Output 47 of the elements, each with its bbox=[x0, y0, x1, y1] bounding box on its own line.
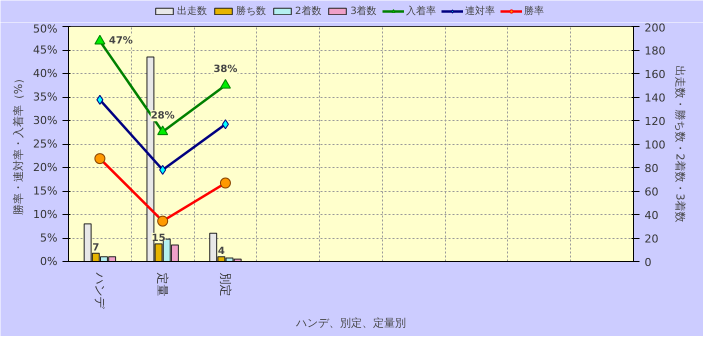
y-tick-label: 0% bbox=[40, 255, 58, 268]
y-tick-label: 15% bbox=[33, 184, 58, 198]
legend-label: 出走数 bbox=[177, 4, 207, 18]
y-tick-label: 5% bbox=[40, 232, 58, 244]
legend-label: 勝率 bbox=[524, 4, 544, 18]
point bbox=[220, 78, 231, 89]
point bbox=[222, 119, 229, 130]
y2-tick-label: 80 bbox=[644, 162, 658, 175]
y-tick-label: 10% bbox=[33, 208, 58, 221]
y2-tick-label: 20 bbox=[644, 232, 658, 246]
legend-label: 2着数 bbox=[295, 4, 322, 18]
point bbox=[159, 164, 166, 175]
legend-label: 3着数 bbox=[350, 4, 377, 18]
legend-label: 勝ち数 bbox=[236, 4, 266, 18]
data-label: 28% bbox=[150, 110, 175, 122]
y-tick-label: 45% bbox=[33, 44, 58, 56]
y-tick-label: 50% bbox=[33, 22, 58, 36]
y-axis-title: 勝率・連対率・入着率（%） bbox=[12, 72, 26, 216]
point bbox=[157, 126, 168, 136]
y-tick-label: 20% bbox=[33, 161, 58, 174]
y2-axis-title: 出走数・勝ち数・2着数・3着数 bbox=[673, 66, 686, 222]
y2-tick-label: 140 bbox=[644, 92, 666, 104]
data-label: 15 bbox=[152, 232, 166, 244]
y2-tick-label: 100 bbox=[644, 138, 666, 152]
y-tick-label: 25% bbox=[33, 138, 58, 150]
data-label: 4 bbox=[218, 246, 225, 257]
y2-tick-label: 120 bbox=[644, 115, 666, 128]
x-axis-title: ハンデ、別定、定量別 bbox=[295, 316, 406, 330]
x-tick-label: 定量 bbox=[156, 272, 170, 296]
y2-tick-label: 160 bbox=[644, 68, 666, 81]
y2-tick-label: 40 bbox=[644, 209, 658, 222]
x-tick-label: ハンデ bbox=[92, 272, 107, 310]
y-tick-label: 30% bbox=[33, 114, 58, 127]
point bbox=[94, 34, 106, 44]
y-tick-label: 35% bbox=[33, 90, 58, 104]
data-label: 7 bbox=[92, 242, 100, 254]
data-label: 47% bbox=[108, 36, 133, 47]
legend-label: 連対率 bbox=[464, 4, 495, 18]
y-tick-label: 40% bbox=[33, 67, 58, 80]
legend-label: 入着率 bbox=[406, 4, 436, 18]
y2-tick-label: 0 bbox=[644, 256, 652, 269]
y2-tick-label: 200 bbox=[644, 22, 666, 34]
point bbox=[96, 94, 104, 105]
data-label: 38% bbox=[213, 64, 238, 75]
x-tick-label: 別定 bbox=[218, 272, 232, 296]
y2-tick-label: 60 bbox=[644, 186, 658, 198]
y2-tick-label: 180 bbox=[644, 44, 666, 58]
